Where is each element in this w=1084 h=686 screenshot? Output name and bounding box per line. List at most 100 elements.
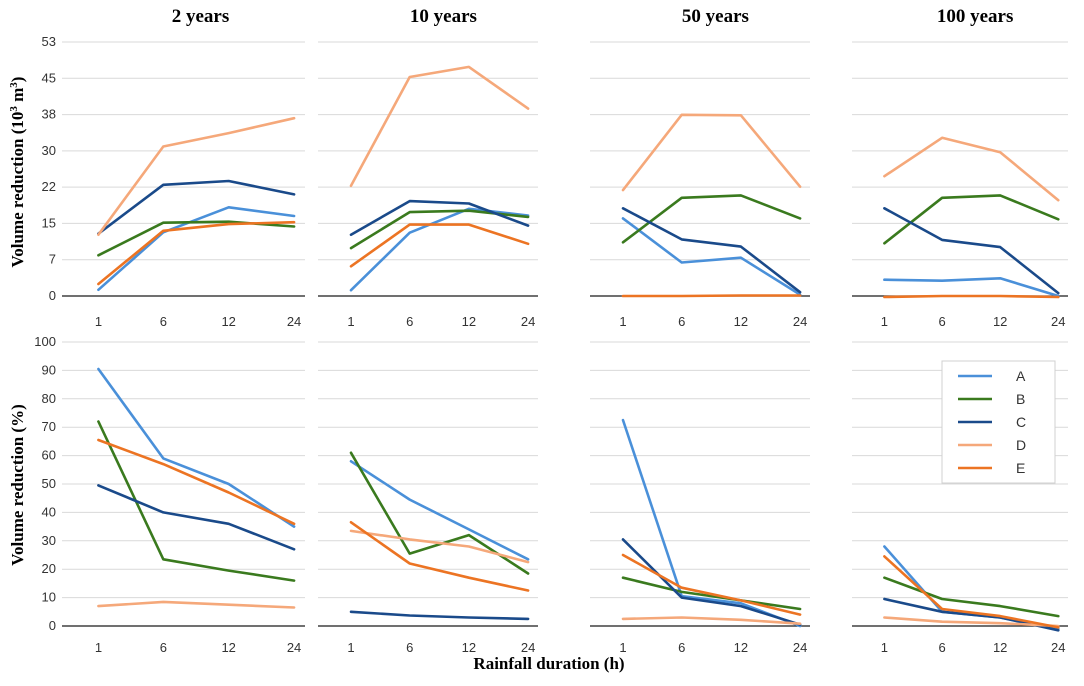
legend-label-E: E (1016, 460, 1025, 476)
y-tick-label: 90 (42, 362, 56, 377)
x-tick-label: 6 (678, 640, 685, 655)
x-tick-label: 12 (462, 314, 476, 329)
x-tick-label: 1 (619, 640, 626, 655)
y-tick-label: 60 (42, 448, 56, 463)
legend-label-D: D (1016, 437, 1026, 453)
x-tick-label: 24 (521, 640, 535, 655)
chart-panel-bottom-3: 1 6 12 24 (590, 341, 810, 655)
y-tick-label: 0 (49, 288, 56, 303)
x-tick-label: 24 (793, 640, 807, 655)
y-tick-label: 20 (42, 561, 56, 576)
x-tick-label: 6 (938, 640, 945, 655)
series-line-B (621, 576, 802, 611)
y-tick-label: 15 (42, 215, 56, 230)
x-tick-label: 6 (160, 314, 167, 329)
series-line-E (349, 223, 530, 268)
series-line-E (883, 294, 1060, 299)
x-tick-label: 24 (793, 314, 807, 329)
x-tick-label: 24 (1051, 640, 1065, 655)
y-tick-label: 50 (42, 476, 56, 491)
y-tick-label: 53 (42, 34, 56, 49)
series-line-A (349, 207, 530, 292)
series-line-B (97, 420, 296, 582)
series-line-E (621, 294, 802, 298)
x-tick-label: 12 (734, 640, 748, 655)
series-line-B (883, 194, 1060, 245)
series-line-E (97, 220, 296, 286)
x-tick-label: 6 (406, 314, 413, 329)
series-line-D (883, 616, 1060, 628)
y-axis-title-top: Volume reduction (103 m3) (8, 77, 27, 268)
series-line-E (883, 555, 1060, 629)
panel-title: 50 years (682, 6, 749, 27)
chart-panel-top-3: 1 6 12 24 50 years (590, 6, 810, 329)
x-tick-label: 12 (993, 640, 1007, 655)
x-tick-label: 6 (406, 640, 413, 655)
series-line-D (621, 616, 802, 626)
x-tick-label: 6 (160, 640, 167, 655)
series-line-D (883, 136, 1060, 202)
series-line-A (97, 367, 296, 528)
x-tick-label: 1 (95, 314, 102, 329)
chart-panel-bottom-2: 1 6 12 24 (318, 341, 538, 655)
x-tick-label: 1 (347, 314, 354, 329)
panel-title: 100 years (937, 6, 1014, 27)
series-line-C (349, 199, 530, 236)
series-line-C (97, 179, 296, 235)
series-line-C (97, 484, 296, 551)
x-tick-label: 1 (881, 314, 888, 329)
y-tick-label: 70 (42, 419, 56, 434)
series-line-D (349, 529, 530, 564)
series-line-C (349, 610, 530, 621)
x-tick-label: 12 (462, 640, 476, 655)
chart-panel-top-4: 1 6 12 24 100 years (852, 6, 1068, 329)
series-line-A (97, 206, 296, 292)
x-tick-label: 6 (938, 314, 945, 329)
series-line-C (621, 538, 802, 626)
legend-label-A: A (1016, 368, 1026, 384)
series-line-A (883, 276, 1060, 298)
x-tick-label: 12 (734, 314, 748, 329)
y-tick-label: 38 (42, 107, 56, 122)
y-tick-label: 30 (42, 533, 56, 548)
series-line-E (349, 520, 530, 592)
series-line-D (349, 65, 530, 188)
y-axis-title-bottom: Volume reduction (%) (8, 404, 27, 566)
x-tick-label: 1 (619, 314, 626, 329)
series-line-E (621, 553, 802, 616)
y-tick-label: 10 (42, 590, 56, 605)
series-line-D (97, 116, 296, 236)
y-tick-label: 80 (42, 391, 56, 406)
y-tick-label: 45 (42, 70, 56, 85)
legend-label-B: B (1016, 391, 1025, 407)
y-tick-label: 7 (49, 252, 56, 267)
x-tick-label: 12 (993, 314, 1007, 329)
x-axis-title: Rainfall duration (h) (473, 654, 624, 673)
series-line-B (621, 194, 802, 244)
x-tick-label: 1 (881, 640, 888, 655)
series-line-C (621, 207, 802, 294)
panel-title: 10 years (410, 6, 477, 27)
y-tick-label: 0 (49, 618, 56, 633)
series-line-A (349, 459, 530, 561)
y-tick-label: 40 (42, 504, 56, 519)
x-tick-label: 1 (347, 640, 354, 655)
x-tick-label: 24 (287, 640, 301, 655)
x-tick-label: 1 (95, 640, 102, 655)
chart-panel-top-2: 1 6 12 24 10 years (318, 6, 538, 329)
x-tick-label: 24 (1051, 314, 1065, 329)
x-tick-label: 6 (678, 314, 685, 329)
chart-panel-bottom-1: 0 10 20 30 40 50 60 70 80 90 100 1 6 12 24 (34, 334, 305, 655)
series-line-D (97, 600, 296, 609)
series-line-E (97, 438, 296, 526)
series-line-D (621, 113, 802, 192)
x-tick-label: 24 (521, 314, 535, 329)
series-line-C (883, 207, 1060, 295)
x-tick-label: 12 (221, 314, 235, 329)
legend-label-C: C (1016, 414, 1026, 430)
panel-title: 2 years (172, 6, 230, 27)
y-tick-label: 22 (42, 179, 56, 194)
